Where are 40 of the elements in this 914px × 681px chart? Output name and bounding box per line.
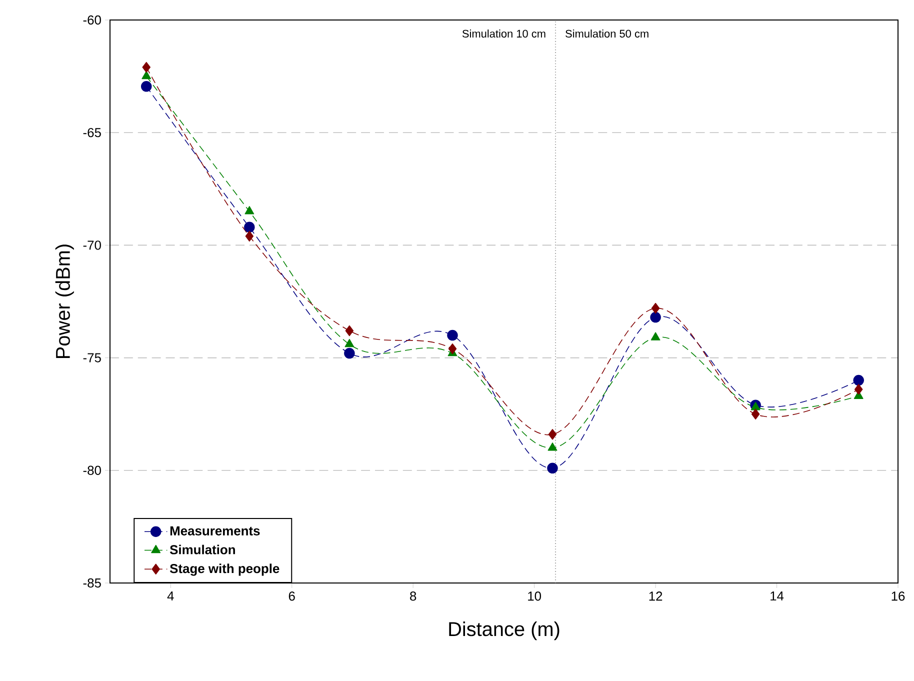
point <box>245 230 254 242</box>
point <box>244 222 255 233</box>
x-tick-label: 8 <box>410 592 416 601</box>
x-tick-label: 16 <box>892 592 905 601</box>
point <box>751 408 760 420</box>
y-tick-label: -75 <box>83 353 101 362</box>
x-tick-label: 12 <box>649 592 662 601</box>
x-tick-label: 14 <box>770 592 784 600</box>
legend-label: Measurements <box>170 526 260 536</box>
point <box>345 325 354 336</box>
legend-label: Stage with people <box>170 564 280 576</box>
point <box>548 442 558 451</box>
y-tick-label: -65 <box>83 128 101 138</box>
legend-label: Simulation <box>170 544 235 554</box>
point <box>448 343 457 354</box>
point <box>650 312 661 323</box>
point <box>344 338 354 348</box>
point <box>142 62 151 73</box>
x-tick-label: 10 <box>528 592 542 601</box>
x-tick-label: 6 <box>288 592 295 601</box>
point <box>650 332 660 340</box>
y-tick-label: -85 <box>83 578 101 588</box>
point <box>140 81 152 92</box>
point <box>853 374 864 386</box>
point <box>651 302 660 314</box>
y-axis-title: Power (dBm) <box>55 244 74 358</box>
point <box>547 462 558 474</box>
annotation: Simulation 10 cm <box>462 30 546 38</box>
annotation: Simulation 50 cm <box>566 30 648 38</box>
point <box>142 70 152 80</box>
point <box>854 384 863 395</box>
x-axis-title: Distance (m) <box>449 622 560 640</box>
point <box>447 330 458 341</box>
y-tick-label: -80 <box>83 466 101 475</box>
point <box>548 428 557 440</box>
point <box>344 348 355 359</box>
point <box>244 206 254 214</box>
x-tick-label: 4 <box>167 592 174 600</box>
y-tick-label: -60 <box>83 15 101 25</box>
y-tick-label: -70 <box>83 240 101 250</box>
